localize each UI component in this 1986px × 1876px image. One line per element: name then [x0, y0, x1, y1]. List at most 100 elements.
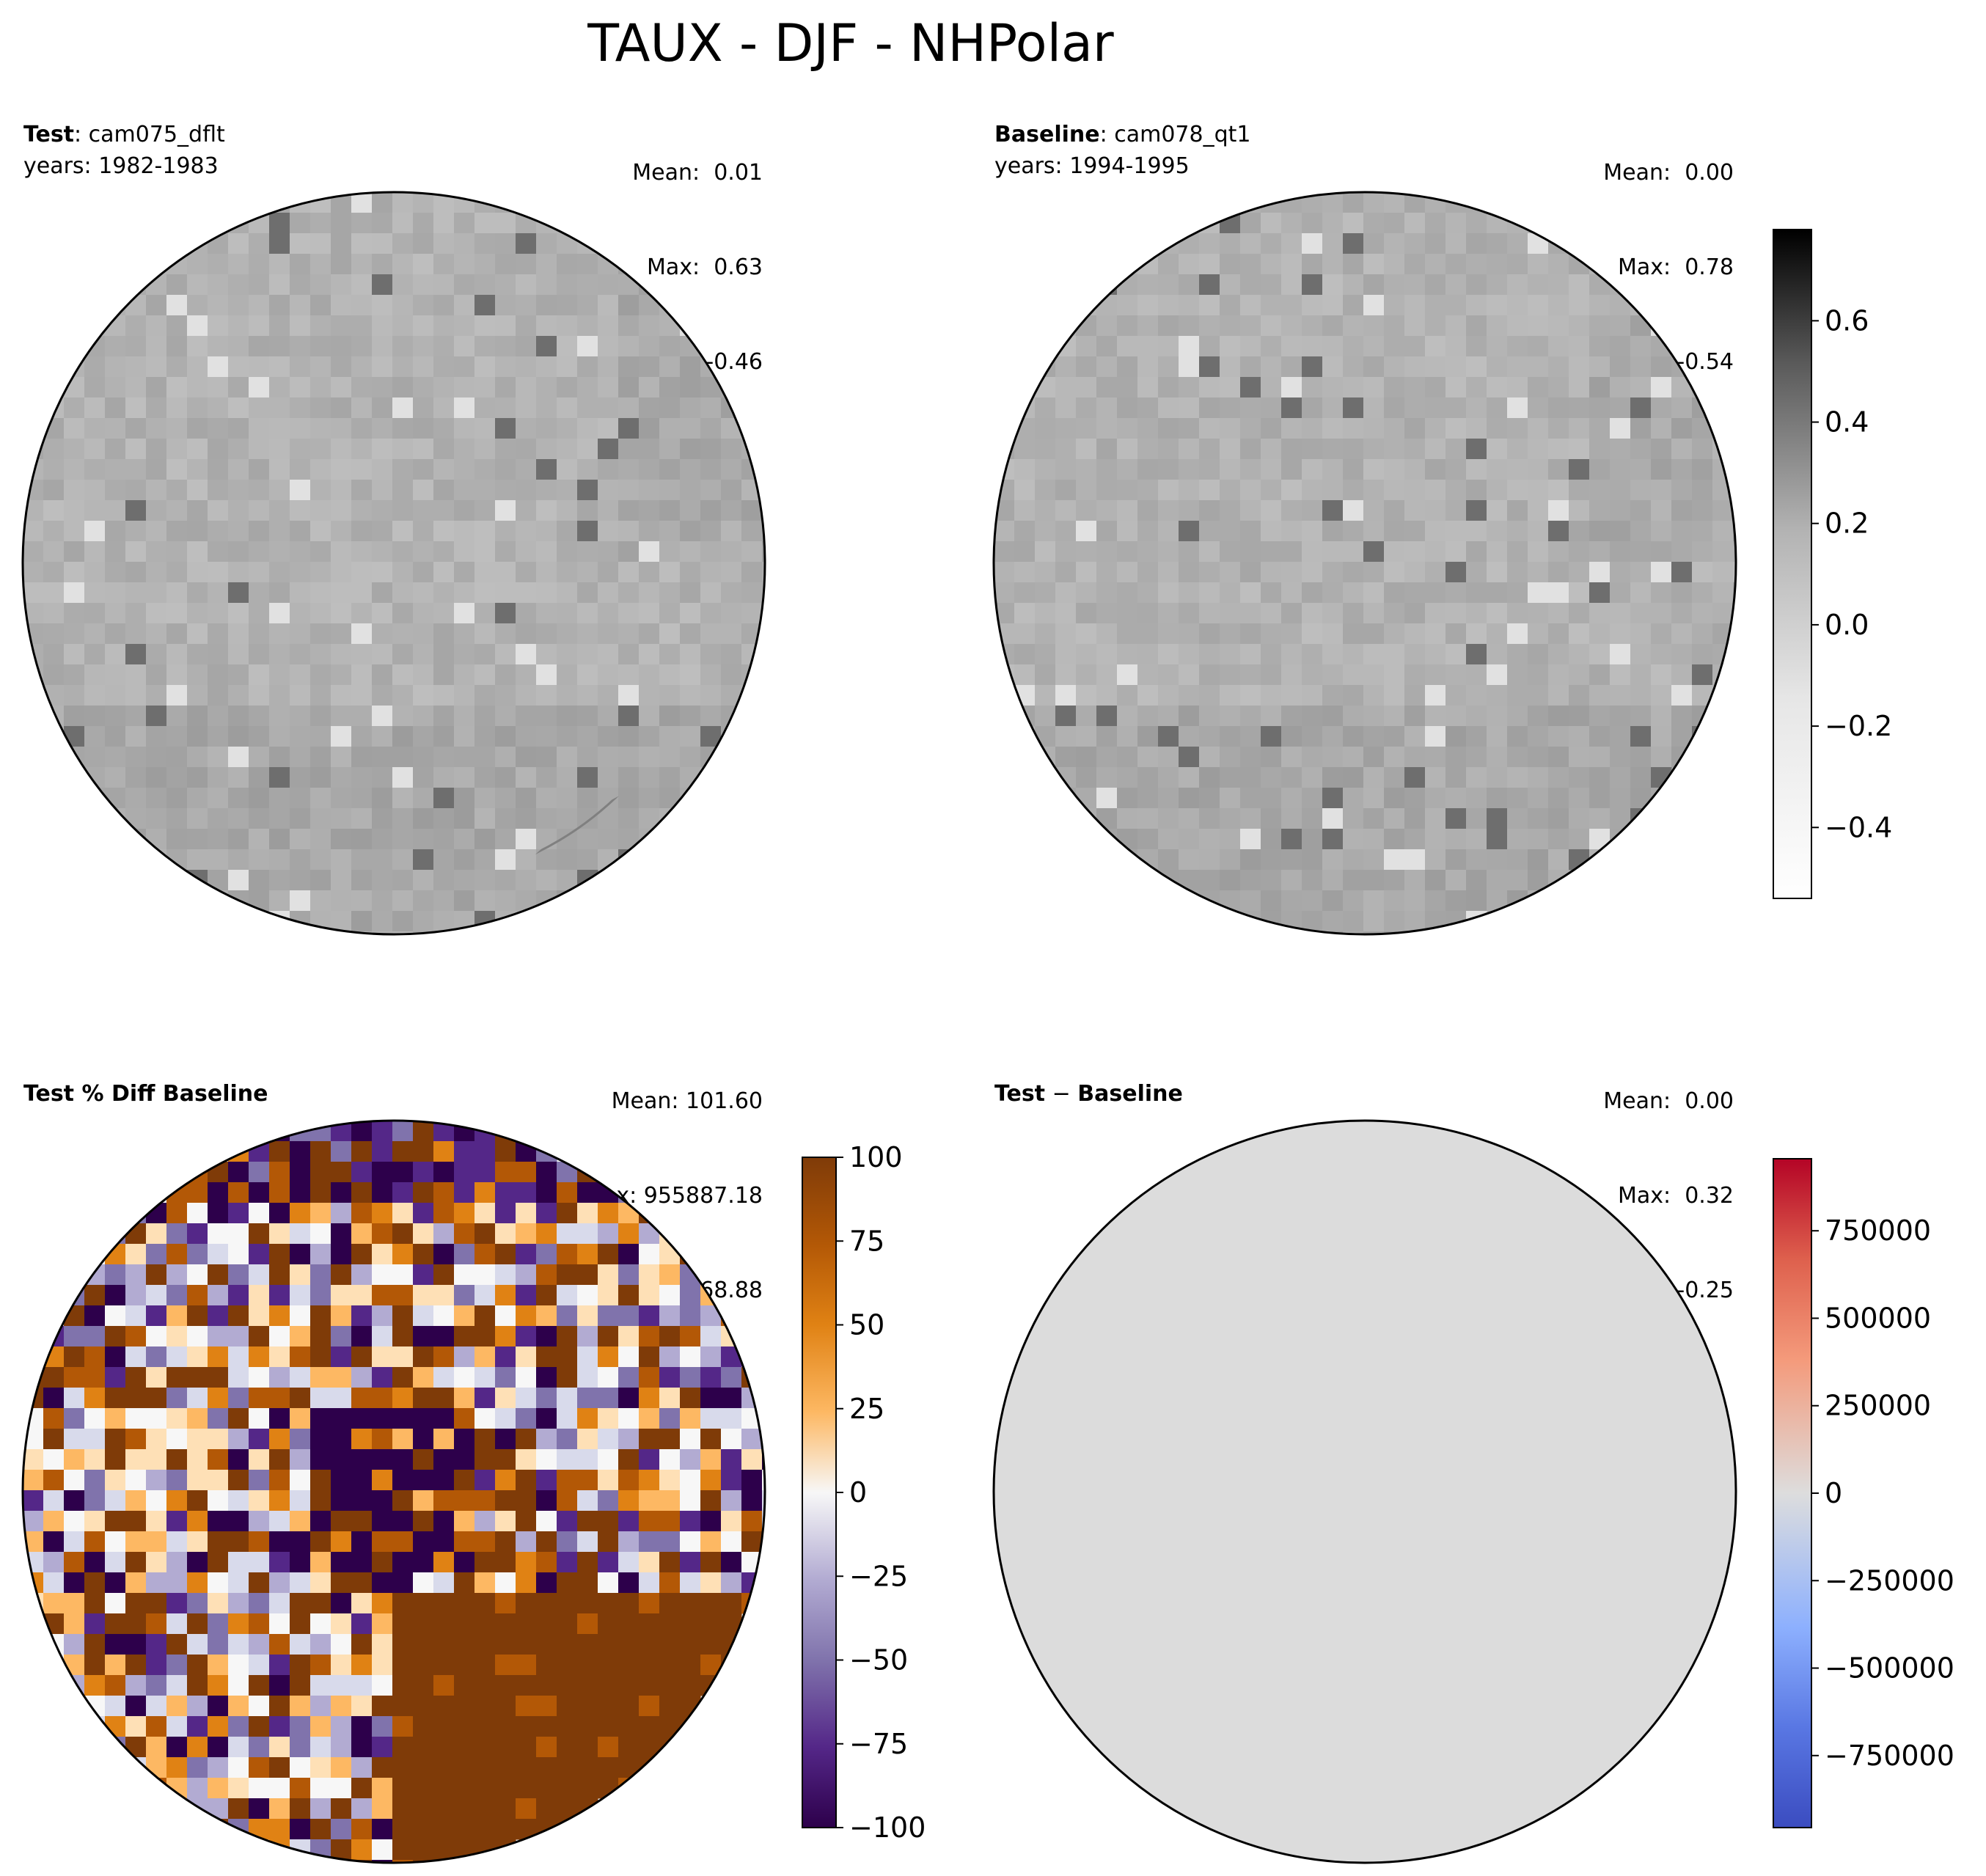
field-cell [1671, 664, 1693, 686]
field-cell [228, 1593, 249, 1614]
field-cell [516, 1408, 537, 1429]
field-cell [105, 480, 126, 501]
field-cell [536, 1552, 557, 1573]
field-cell [105, 1572, 126, 1594]
field-cell [1240, 418, 1261, 439]
field-cell [392, 1839, 414, 1861]
field-cell [1507, 623, 1528, 645]
field-cell [269, 1531, 290, 1553]
field-cell [1589, 644, 1611, 665]
field-cell [516, 870, 537, 891]
field-cell [310, 747, 331, 768]
field-cell [536, 439, 557, 460]
field-cell [1220, 500, 1241, 521]
field-cell [1384, 726, 1405, 747]
field-cell [413, 295, 434, 316]
field-cell [1589, 685, 1611, 706]
field-cell [269, 500, 290, 521]
field-cell [290, 500, 311, 521]
field-cell [557, 418, 578, 439]
field-cell [187, 1716, 208, 1737]
field-cell [474, 1613, 496, 1635]
field-cell [1671, 644, 1693, 665]
field-cell [454, 1696, 475, 1717]
field-cell [228, 1408, 249, 1429]
field-cell [208, 562, 229, 583]
field-cell [249, 1388, 270, 1409]
field-cell [249, 623, 270, 645]
field-cell [516, 562, 537, 583]
field-cell [392, 1285, 414, 1306]
field-cell [290, 1490, 311, 1512]
field-cell [1281, 685, 1302, 706]
field-cell [577, 767, 598, 788]
field-cell [331, 1244, 352, 1265]
field-cell [413, 1572, 434, 1594]
field-cell [474, 1203, 496, 1224]
field-cell [495, 685, 516, 706]
field-cell [680, 788, 701, 809]
field-cell [331, 747, 352, 768]
field-cell [598, 1408, 619, 1429]
field-cell [1240, 808, 1261, 829]
field-cell [413, 1121, 434, 1142]
field-cell [516, 685, 537, 706]
field-cell [495, 808, 516, 829]
field-cell [1137, 706, 1159, 727]
field-cell [433, 1244, 455, 1265]
field-cell [1384, 377, 1405, 398]
field-cell [1548, 788, 1569, 809]
field-cell [474, 1737, 496, 1758]
field-cell [125, 1655, 147, 1676]
field-cell [269, 1223, 290, 1245]
field-cell [1343, 459, 1364, 480]
field-cell [557, 274, 578, 296]
field-cell [1096, 336, 1118, 357]
field-cell [331, 356, 352, 378]
field-cell [290, 767, 311, 788]
field-cell [208, 1264, 229, 1286]
field-cell [618, 480, 640, 501]
field-cell [1507, 603, 1528, 624]
field-cell [1569, 377, 1590, 398]
field-cell [454, 1716, 475, 1737]
field-cell [659, 706, 681, 727]
field-cell [413, 233, 434, 254]
field-cell [269, 706, 290, 727]
field-cell [269, 1819, 290, 1840]
field-cell [228, 480, 249, 501]
field-cell [659, 1264, 681, 1286]
field-cell [1240, 521, 1261, 542]
field-cell [1199, 747, 1220, 768]
field-cell [680, 315, 701, 337]
field-cell [700, 562, 722, 583]
field-cell [1240, 315, 1261, 337]
field-cell [1507, 870, 1528, 891]
field-cell [454, 1367, 475, 1388]
field-cell [269, 1449, 290, 1470]
field-cell [392, 1613, 414, 1635]
field-cell [454, 521, 475, 542]
field-cell [618, 1490, 640, 1512]
field-cell [84, 1408, 106, 1429]
field-cell [228, 1757, 249, 1778]
field-cell [557, 1757, 578, 1778]
field-cell [413, 1716, 434, 1737]
field-cell [392, 1305, 414, 1327]
field-cell [331, 562, 352, 583]
field-cell [290, 603, 311, 624]
field-cell [1158, 726, 1179, 747]
field-cell [1384, 233, 1405, 254]
field-cell [618, 1285, 640, 1306]
field-cell [1487, 295, 1508, 316]
field-cell [413, 747, 434, 768]
field-cell [208, 1696, 229, 1717]
field-cell [64, 706, 85, 727]
field-cell [474, 1490, 496, 1512]
field-cell [598, 1696, 619, 1717]
field-cell [1404, 767, 1426, 788]
field-cell [43, 480, 65, 501]
field-cell [84, 788, 106, 809]
field-cell [228, 788, 249, 809]
field-cell [1302, 459, 1323, 480]
